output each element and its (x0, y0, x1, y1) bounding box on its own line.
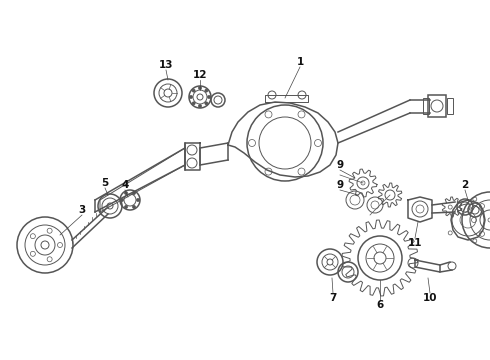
Circle shape (192, 102, 195, 105)
Bar (423, 98, 429, 114)
Circle shape (132, 192, 136, 194)
Text: 2: 2 (462, 180, 468, 190)
Circle shape (198, 104, 201, 108)
Text: 9: 9 (337, 160, 343, 170)
Text: 10: 10 (423, 293, 437, 303)
Circle shape (192, 89, 195, 92)
Text: 12: 12 (193, 70, 207, 80)
Text: 7: 7 (329, 293, 337, 303)
Circle shape (205, 102, 208, 105)
Text: 4: 4 (122, 180, 129, 190)
Circle shape (198, 86, 201, 90)
Circle shape (132, 206, 136, 208)
Text: 6: 6 (376, 300, 384, 310)
Circle shape (190, 95, 193, 99)
Text: 5: 5 (101, 178, 109, 188)
Bar (428, 95, 446, 117)
Text: 1: 1 (296, 57, 304, 67)
Circle shape (124, 192, 127, 194)
Circle shape (124, 206, 127, 208)
Text: 11: 11 (408, 238, 422, 248)
Text: 13: 13 (159, 60, 173, 70)
Text: 9: 9 (337, 180, 343, 190)
Circle shape (137, 198, 140, 202)
Circle shape (207, 95, 211, 99)
Circle shape (205, 89, 208, 92)
Bar (447, 98, 453, 114)
Text: 3: 3 (78, 205, 86, 215)
Circle shape (121, 198, 123, 202)
